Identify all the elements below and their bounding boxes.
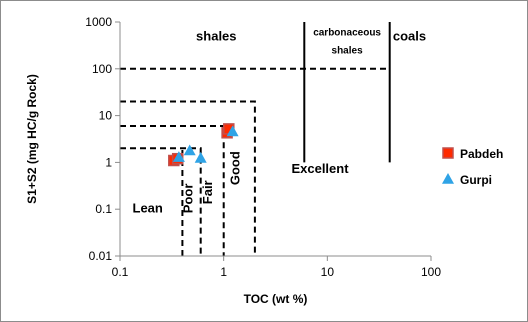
y-tick-label-1: 0.1 xyxy=(95,202,112,216)
zone-label-1: carbonaceous xyxy=(313,27,381,38)
zone-label-0: shales xyxy=(196,29,236,44)
zone-label-8: Good xyxy=(228,151,243,185)
y-tick-label-3: 10 xyxy=(99,109,113,123)
zone-label-5: Lean xyxy=(133,201,163,216)
legend-marker-gurpi xyxy=(442,173,454,184)
x-axis-title: TOC (wt %) xyxy=(244,292,308,306)
zone-label-4: Excellent xyxy=(291,161,349,176)
legend-marker-pabdeh xyxy=(442,147,454,159)
y-tick-label-5: 1000 xyxy=(85,15,112,29)
legend-label-gurpi: Gurpi xyxy=(460,173,492,187)
point-gurpi-1 xyxy=(183,144,196,156)
zone-label-2: shales xyxy=(332,46,364,57)
y-tick-label-2: 1 xyxy=(105,155,112,169)
y-axis-title: S1+S2 (mg HC/g Rock) xyxy=(25,74,39,204)
zone-label-3: coals xyxy=(393,29,426,44)
boundary-line-1 xyxy=(120,147,202,256)
boundary-line-3 xyxy=(120,100,256,256)
legend-label-pabdeh: Pabdeh xyxy=(460,147,503,161)
classification-boundaries xyxy=(120,22,391,256)
y-tick-label-0: 0.01 xyxy=(89,249,113,263)
legend: Pabdeh Gurpi xyxy=(442,147,503,187)
point-gurpi-2 xyxy=(194,151,207,163)
y-tick-label-4: 100 xyxy=(92,62,112,76)
zone-label-6: Poor xyxy=(181,184,196,214)
zone-annotations: shales carbonaceous shales coals Excellent Le… xyxy=(133,27,427,215)
axes: 0.1 1 10 100 0.01 0.1 1 10 100 1000 TOC (wt %) S1+S… xyxy=(25,15,441,306)
x-tick-label-1: 1 xyxy=(220,265,227,279)
x-tick-label-2: 10 xyxy=(321,265,335,279)
data-points xyxy=(168,123,239,167)
zone-label-7: Fair xyxy=(200,180,215,204)
x-tick-label-0: 0.1 xyxy=(112,265,129,279)
point-gurpi-3 xyxy=(226,125,239,137)
point-gurpi-0 xyxy=(172,151,185,162)
x-tick-label-3: 100 xyxy=(421,265,441,279)
